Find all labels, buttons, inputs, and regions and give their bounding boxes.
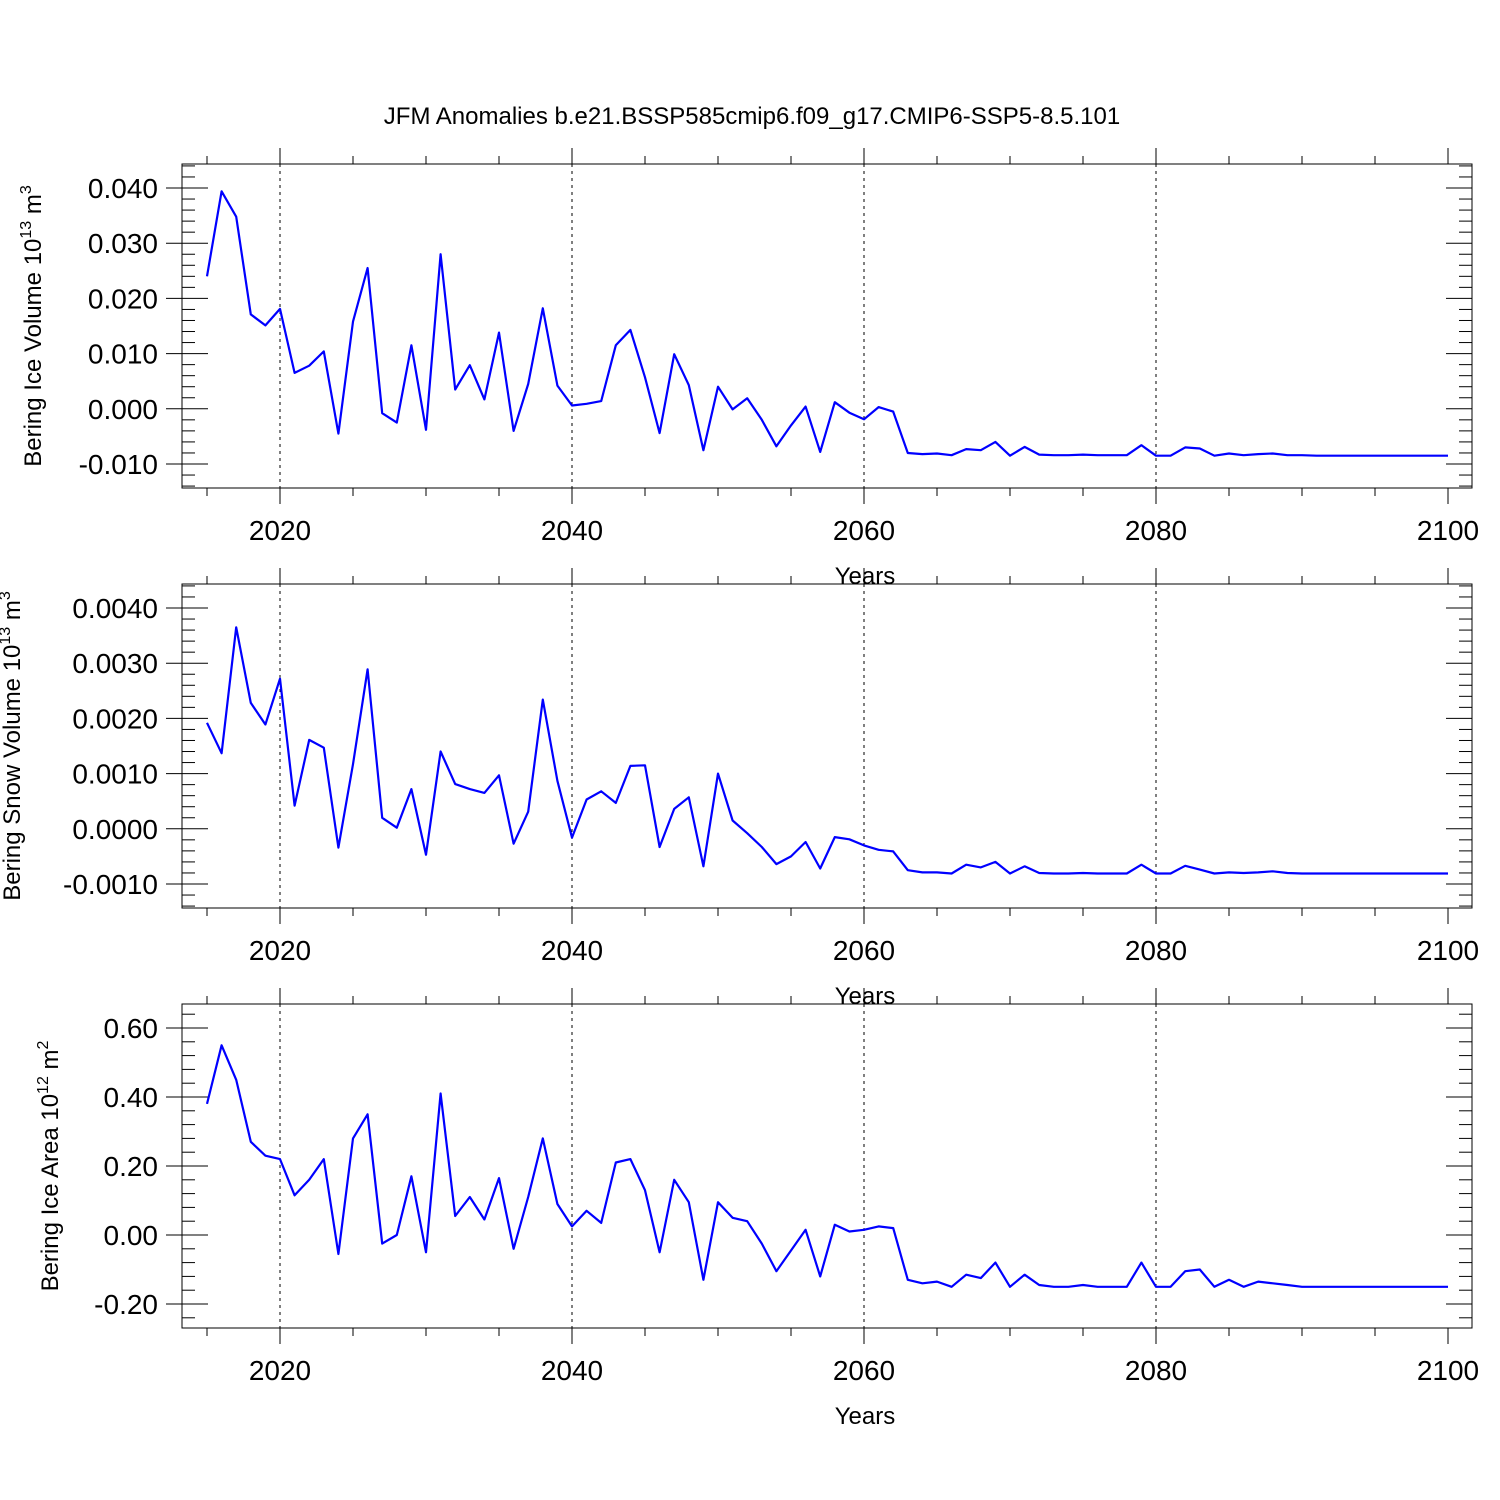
panel-2: 2020 2040 2060 2080 2100 -0.0010 0.0000 0.0010 0… bbox=[0, 568, 1479, 1010]
x-tick-label: 2100 bbox=[1417, 515, 1479, 546]
y-tick-label: 0.000 bbox=[88, 394, 158, 425]
x-tick-label: 2080 bbox=[1125, 1355, 1187, 1386]
x-tick-label: 2040 bbox=[541, 515, 603, 546]
y-axis-label-unit-exp: 2 bbox=[35, 1040, 52, 1049]
y-axis-label-unit-exp: 3 bbox=[18, 185, 35, 194]
x-tick-label: 2040 bbox=[541, 1355, 603, 1386]
x-axis-label: Years bbox=[835, 983, 896, 1010]
plot-frame bbox=[181, 583, 1473, 909]
chart-title: JFM Anomalies b.e21.BSSP585cmip6.f09_g17… bbox=[384, 103, 1120, 130]
y-axis-label-unit: m bbox=[37, 1049, 64, 1076]
y-axis-label: Bering Snow Volume 1013 m3 bbox=[0, 591, 26, 901]
panel-1: 2020 2040 2060 2080 2100 -0.010 0.000 0.010 0.02… bbox=[18, 148, 1479, 590]
y-tick-label: 0.010 bbox=[88, 339, 158, 370]
plot-frame bbox=[181, 1003, 1473, 1329]
x-tick-label: 2020 bbox=[249, 935, 311, 966]
x-tick-label: 2060 bbox=[833, 515, 895, 546]
x-tick-label: 2100 bbox=[1417, 1355, 1479, 1386]
y-tick-label: 0.00 bbox=[104, 1220, 159, 1251]
x-tick-label: 2040 bbox=[541, 935, 603, 966]
y-tick-label: -0.20 bbox=[94, 1289, 158, 1320]
y-axis-label-unit: m bbox=[0, 600, 26, 627]
y-axis-label: Bering Ice Volume 1013 m3 bbox=[18, 185, 47, 467]
y-axis-label-exp: 13 bbox=[18, 221, 35, 239]
plot-frame bbox=[181, 163, 1473, 489]
x-tick-label: 2080 bbox=[1125, 515, 1187, 546]
x-tick-label: 2100 bbox=[1417, 935, 1479, 966]
y-tick-label: 0.60 bbox=[104, 1013, 159, 1044]
y-tick-label: 0.0010 bbox=[72, 759, 158, 790]
series-line bbox=[205, 190, 1448, 457]
y-axis-label-unit: m bbox=[20, 194, 47, 221]
y-tick-label: 0.040 bbox=[88, 173, 158, 204]
x-tick-label: 2060 bbox=[833, 1355, 895, 1386]
y-tick-label: 0.0000 bbox=[72, 814, 158, 845]
y-tick-label: 0.020 bbox=[88, 283, 158, 314]
x-axis-label: Years bbox=[835, 1403, 896, 1430]
x-tick-label: 2020 bbox=[249, 1355, 311, 1386]
y-axis-label-exp: 13 bbox=[0, 627, 14, 645]
y-axis-label: Bering Ice Area 1012 m2 bbox=[35, 1040, 64, 1291]
y-tick-label: 0.0020 bbox=[72, 703, 158, 734]
y-axis-label-base: Bering Snow Volume 10 bbox=[0, 645, 26, 901]
series-line bbox=[205, 1044, 1448, 1288]
y-axis-label-exp: 12 bbox=[35, 1076, 52, 1094]
y-tick-label: 0.030 bbox=[88, 228, 158, 259]
y-tick-label: -0.010 bbox=[79, 449, 158, 480]
y-axis-label-unit-exp: 3 bbox=[0, 591, 14, 600]
y-tick-label: 0.0040 bbox=[72, 593, 158, 624]
panel-3: 2020 2040 2060 2080 2100 -0.20 0.00 0.20 0.40 0.6… bbox=[35, 988, 1479, 1430]
y-axis-label-base: Bering Ice Volume 10 bbox=[20, 239, 47, 467]
y-tick-label: 0.0030 bbox=[72, 648, 158, 679]
x-tick-label: 2020 bbox=[249, 515, 311, 546]
x-tick-label: 2080 bbox=[1125, 935, 1187, 966]
y-tick-label: 0.40 bbox=[104, 1082, 159, 1113]
series-line bbox=[206, 626, 1448, 875]
y-tick-label: 0.20 bbox=[104, 1151, 159, 1182]
x-tick-label: 2060 bbox=[833, 935, 895, 966]
y-tick-label: -0.0010 bbox=[63, 869, 158, 900]
y-axis-label-base: Bering Ice Area 10 bbox=[37, 1094, 64, 1291]
x-axis-label: Years bbox=[835, 563, 896, 590]
